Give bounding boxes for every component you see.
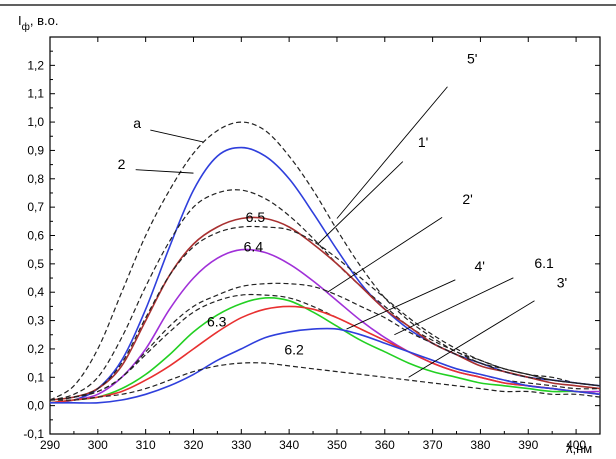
annotation-label: 4': [475, 258, 485, 274]
x-tick-label: 360: [375, 438, 395, 452]
series-line-2_: [49, 282, 601, 401]
y-tick-label: 0,4: [27, 285, 44, 299]
annotation-leader: [150, 129, 204, 143]
y-axis-title-sub: ф: [22, 21, 30, 33]
y-axis-title: Iф, в.о.: [18, 13, 58, 33]
y-tick-label: 0,1: [27, 370, 44, 384]
series-line-3_: [49, 362, 601, 401]
y-axis-title-main: I: [18, 13, 22, 28]
annotation-leader: [327, 217, 443, 293]
y-tick-label: 0,6: [27, 229, 44, 243]
series-line-5_: [49, 189, 601, 401]
annotation-leader: [317, 161, 404, 245]
y-tick-label: 0,7: [27, 200, 44, 214]
x-tick-label: 400: [566, 438, 586, 452]
x-tick-label: 370: [423, 438, 443, 452]
annotation-leader: [135, 169, 194, 174]
annotation-leader: [346, 279, 456, 330]
annotation-label: 1': [418, 134, 428, 150]
y-tick-label: 0,5: [27, 257, 44, 271]
annotation-label: 6.2: [284, 342, 304, 358]
y-tick-label: -0,1: [23, 427, 44, 441]
annotation-label: 6.5: [246, 209, 266, 225]
annotation-label: a: [133, 115, 141, 131]
annotation-leader: [336, 86, 448, 219]
x-tick-label: 330: [231, 438, 251, 452]
series-line-2: [49, 146, 601, 404]
series-line-a: [49, 121, 601, 401]
x-tick-label: 300: [88, 438, 108, 452]
annotation-leader: [394, 277, 514, 336]
annotation-label: 6.4: [244, 238, 264, 254]
annotations: a 2 5' 1' 6.5 6.4 2' 4' 6.3 6.1 6.2 3': [118, 50, 567, 378]
y-tick-label: 0,8: [27, 172, 44, 186]
series-line-6_5: [49, 225, 601, 401]
x-tick-label: 290: [40, 438, 60, 452]
annotation-label: 2: [118, 156, 126, 172]
x-tick-label: 310: [136, 438, 156, 452]
y-tick-label: 0,0: [27, 399, 44, 413]
annotation-leader: [408, 300, 535, 378]
series-layer: [49, 121, 601, 404]
y-tick-label: 0,9: [27, 143, 44, 157]
series-line-6_4: [49, 248, 601, 404]
x-tick-label: 390: [518, 438, 538, 452]
x-axis-title: λ,нм: [566, 441, 592, 456]
annotation-label: 2': [462, 191, 472, 207]
x-tick-label: 350: [327, 438, 347, 452]
axes: 290 300 310 320 330 340 350 360 370 380 390 400 -0,1…: [23, 36, 601, 452]
annotation-label: 6.3: [207, 314, 227, 330]
y-tick-label: 1,2: [27, 58, 44, 72]
x-tick-label: 320: [183, 438, 203, 452]
series-line-6_2: [50, 327, 601, 404]
annotation-label: 3': [557, 274, 567, 290]
annotation-label: 5': [467, 50, 477, 66]
y-tick-label: 0,3: [27, 314, 44, 328]
x-tick-label: 340: [279, 438, 299, 452]
y-tick-label: 1,1: [27, 87, 44, 101]
x-tick-label: 380: [470, 438, 490, 452]
y-tick-label: 1,0: [27, 115, 44, 129]
annotation-label: 6.1: [534, 255, 554, 271]
y-tick-label: 0,2: [27, 342, 44, 356]
series-line-6_1: [49, 305, 601, 404]
y-axis-title-rest: , в.о.: [30, 13, 59, 28]
series-line-4_: [49, 296, 601, 404]
